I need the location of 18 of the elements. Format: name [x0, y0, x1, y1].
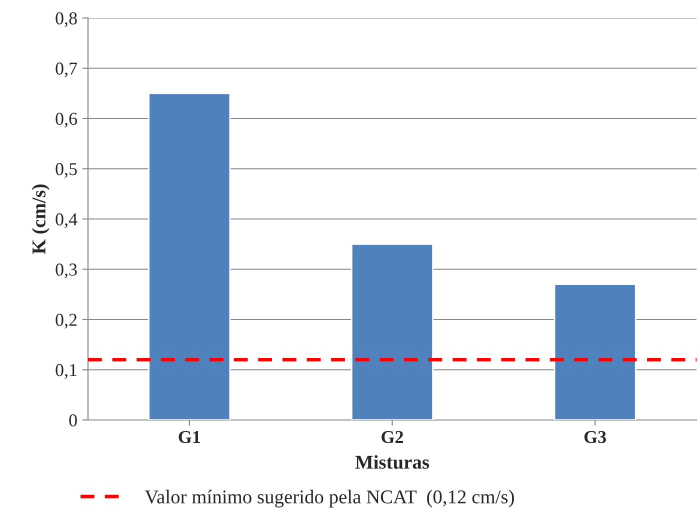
y-tick-label: 0,1	[56, 364, 76, 379]
bar	[554, 284, 636, 420]
y-tick-label: 0	[69, 414, 77, 426]
bar	[148, 92, 231, 420]
y-tick-label: 0,4	[56, 213, 78, 228]
x-tick-label: G3	[584, 430, 606, 444]
y-tick-label: 0,5	[56, 163, 77, 178]
x-tick-label: G2	[382, 430, 404, 444]
y-axis-title: K (cm/s)	[32, 184, 50, 254]
y-tick-label: 0,3	[56, 264, 77, 278]
legend-label: Valor mínimo sugerido pela NCAT (0,12 cm/s)	[144, 490, 514, 508]
x-axis-title: Misturas	[355, 455, 430, 469]
y-tick-label: 0,2	[56, 314, 77, 329]
x-tick-label: G1	[178, 430, 200, 444]
y-tick-label: 0,6	[56, 112, 78, 128]
y-tick-label: 0,8	[56, 12, 77, 28]
bar	[350, 243, 434, 420]
y-tick-label: 0,7	[56, 62, 78, 78]
